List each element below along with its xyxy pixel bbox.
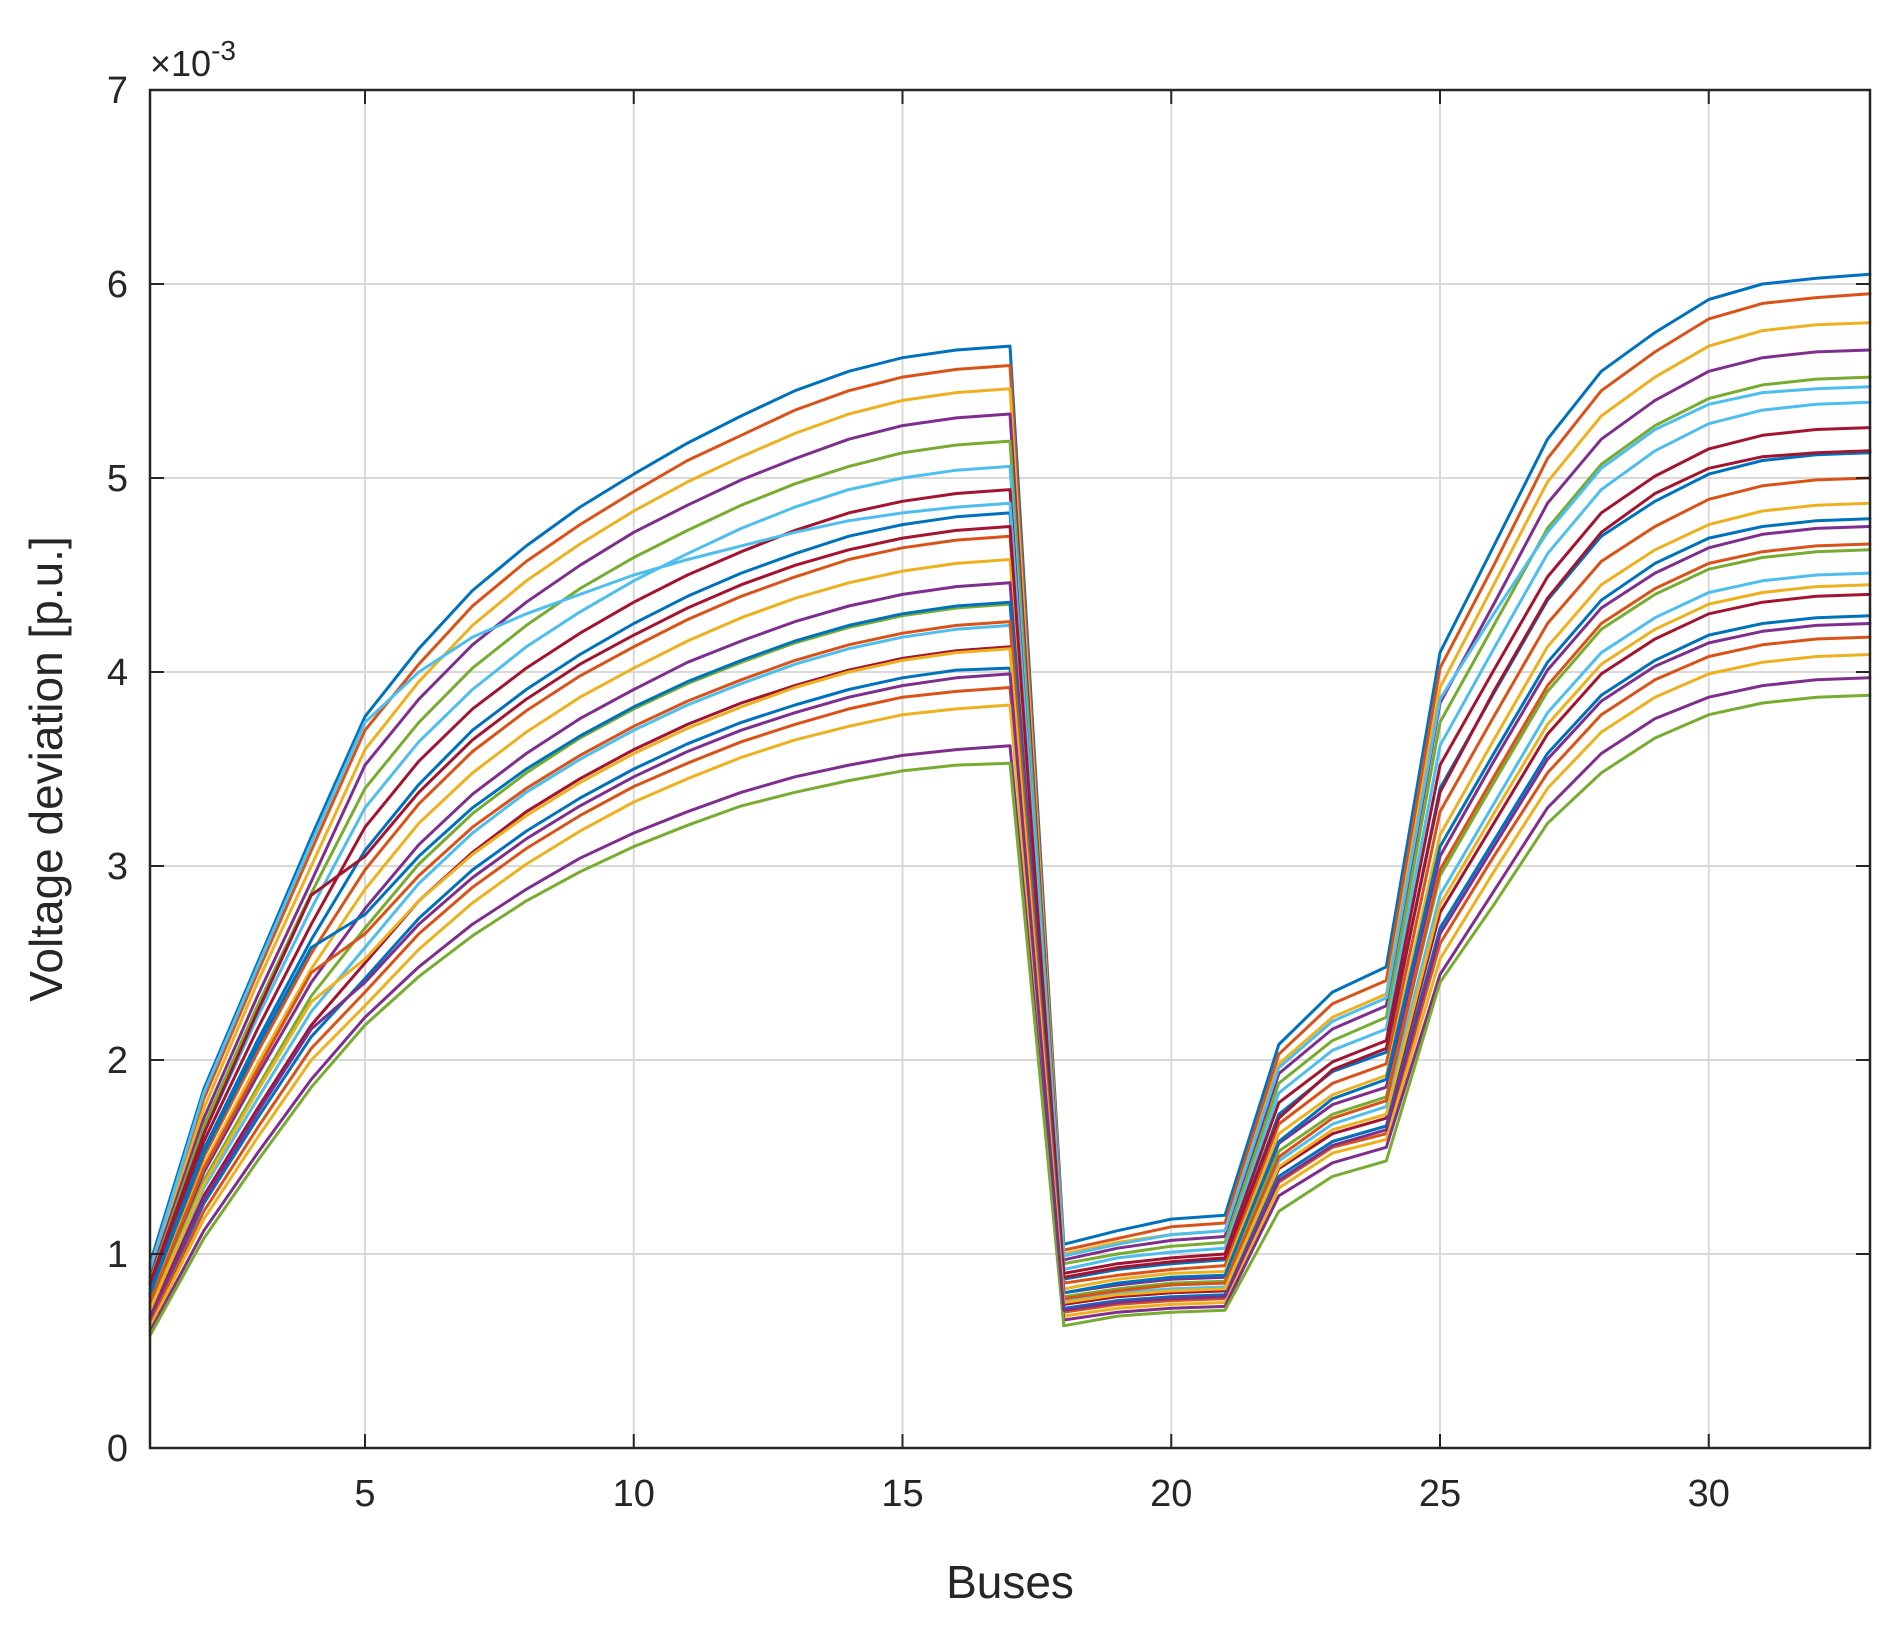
y-axis-exponent-power: -3 bbox=[211, 35, 236, 66]
series-line-21 bbox=[148, 449, 1872, 1285]
y-tick-label: 6 bbox=[107, 264, 128, 306]
y-tick-label: 7 bbox=[107, 70, 128, 112]
x-tick-label: 20 bbox=[1150, 1473, 1192, 1515]
y-axis-label: Voltage deviation [p.u.] bbox=[20, 536, 72, 1001]
y-tick-label: 5 bbox=[107, 458, 128, 500]
series-line-19 bbox=[148, 693, 1872, 1337]
series-line-4 bbox=[148, 348, 1872, 1279]
series-line-10 bbox=[148, 501, 1872, 1303]
ticks: 5 10 15 20 25 30 0 1 2 3 4 5 6 7 bbox=[107, 70, 1870, 1515]
x-tick-label: 10 bbox=[613, 1473, 655, 1515]
y-tick-label: 3 bbox=[107, 846, 128, 888]
y-tick-label: 1 bbox=[107, 1234, 128, 1276]
series-line-25 bbox=[148, 622, 1872, 1320]
x-tick-label: 5 bbox=[354, 1473, 375, 1515]
x-tick-label: 25 bbox=[1419, 1473, 1461, 1515]
series-line-3 bbox=[148, 321, 1872, 1275]
series-line-1 bbox=[148, 272, 1872, 1266]
series-line-15 bbox=[148, 614, 1872, 1322]
series-line-20 bbox=[148, 385, 1872, 1271]
series-line-22 bbox=[148, 517, 1872, 1297]
series-line-17 bbox=[148, 653, 1872, 1330]
y-axis-exponent: ×10-3 bbox=[150, 35, 236, 84]
plot-frame bbox=[148, 88, 1872, 1450]
y-tick-label: 2 bbox=[107, 1040, 128, 1082]
series-line-11 bbox=[148, 525, 1872, 1306]
x-tick-label: 15 bbox=[881, 1473, 923, 1515]
series-line-7 bbox=[148, 426, 1872, 1291]
series-line-23 bbox=[148, 542, 1872, 1304]
series-line-18 bbox=[148, 676, 1872, 1334]
series-line-2 bbox=[148, 292, 1872, 1270]
y-tick-label: 4 bbox=[107, 652, 128, 694]
series-group bbox=[148, 272, 1872, 1337]
y-tick-label: 0 bbox=[107, 1428, 128, 1470]
x-tick-label: 30 bbox=[1688, 1473, 1730, 1515]
y-axis-exponent-base: ×10 bbox=[150, 43, 211, 84]
series-line-24 bbox=[148, 583, 1872, 1312]
series-line-5 bbox=[148, 375, 1872, 1283]
series-line-6 bbox=[148, 400, 1872, 1287]
x-axis-label: Buses bbox=[946, 1556, 1074, 1608]
